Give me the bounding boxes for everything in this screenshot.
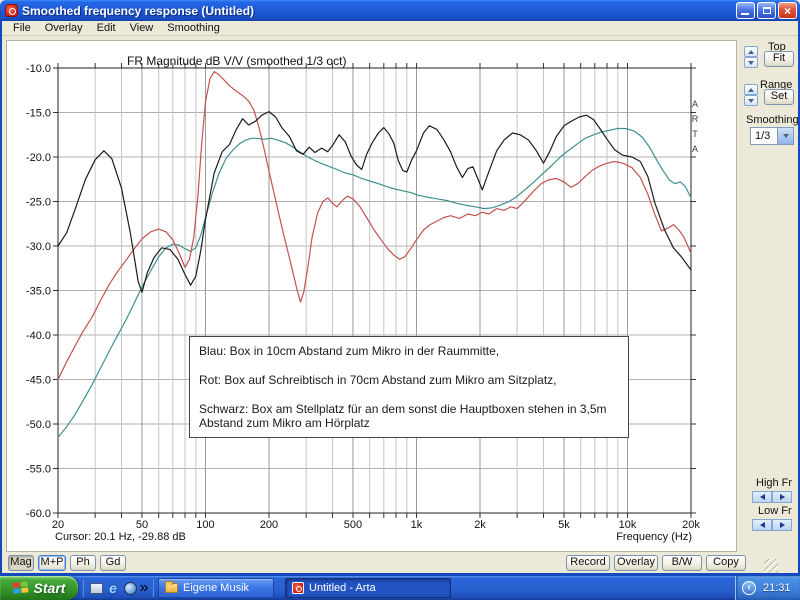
hide-icons-chevron[interactable]: ‹ — [742, 581, 756, 595]
range-label: Range — [760, 79, 793, 91]
svg-text:-40.0: -40.0 — [26, 330, 51, 342]
show-desktop-icon[interactable] — [88, 580, 104, 596]
menu-overlay[interactable]: Overlay — [44, 22, 83, 34]
smoothing-value: 1/3 — [755, 130, 771, 142]
arta-app-icon — [5, 4, 18, 17]
globe-icon[interactable] — [122, 580, 138, 596]
svg-text:-25.0: -25.0 — [26, 197, 51, 209]
low-fr-left-arrow-icon[interactable] — [752, 519, 772, 531]
bw-button[interactable]: B/W — [662, 555, 702, 571]
fit-button[interactable]: Fit — [764, 51, 794, 67]
x-axis-label: Frequency (Hz) — [616, 531, 692, 543]
svg-text:-30.0: -30.0 — [26, 241, 51, 253]
annotation-line-blau: Blau: Box in 10cm Abstand zum Mikro in d… — [199, 344, 500, 358]
taskbar-clock[interactable]: 21:31 — [763, 582, 791, 594]
svg-text:50: 50 — [136, 519, 148, 531]
task-button-eigene-musik[interactable]: Eigene Musik — [158, 578, 274, 598]
low-fr-control — [752, 519, 792, 531]
high-fr-right-arrow-icon[interactable] — [772, 491, 792, 503]
title-bar[interactable]: Smoothed frequency response (Untitled) × — [0, 0, 800, 21]
arta-task-icon — [292, 582, 304, 594]
svg-text:-55.0: -55.0 — [26, 464, 51, 476]
chart-title: FR Magnitude dB V/V (smoothed 1/3 oct) — [127, 54, 347, 68]
folder-icon — [165, 581, 178, 593]
set-button[interactable]: Set — [764, 89, 794, 105]
menu-file[interactable]: File — [13, 22, 31, 34]
ph-button[interactable]: Ph — [70, 555, 96, 571]
gd-button[interactable]: Gd — [100, 555, 126, 571]
record-button[interactable]: Record — [566, 555, 610, 571]
range-spin-down-icon[interactable] — [744, 95, 758, 106]
taskbar-separator — [82, 579, 84, 597]
range-spin-up-icon[interactable] — [744, 84, 758, 95]
client-area: FR Magnitude dB V/V (smoothed 1/3 oct) 2… — [0, 36, 800, 576]
taskbar: Start e » Eigene Musik Untitled - Arta ‹… — [0, 576, 800, 600]
internet-explorer-icon[interactable]: e — [109, 580, 117, 596]
top-spin-up-icon[interactable] — [744, 46, 758, 57]
svg-text:1k: 1k — [411, 519, 423, 531]
annotation-box: Blau: Box in 10cm Abstand zum Mikro in d… — [189, 336, 629, 438]
top-spinner — [744, 46, 758, 68]
cursor-readout: Cursor: 20.1 Hz, -29.88 dB — [55, 531, 186, 543]
range-spinner — [744, 84, 758, 106]
svg-text:-15.0: -15.0 — [26, 108, 51, 120]
menu-view[interactable]: View — [129, 22, 154, 34]
close-button[interactable]: × — [778, 2, 797, 19]
top-spin-down-icon[interactable] — [744, 57, 758, 68]
start-label: Start — [33, 580, 66, 596]
menu-smoothing[interactable]: Smoothing — [167, 22, 220, 34]
annotation-line-schwarz: Schwarz: Box am Stellplatz für an dem so… — [199, 402, 607, 430]
svg-text:-10.0: -10.0 — [26, 63, 51, 75]
task-button-untitled-arta[interactable]: Untitled - Arta — [285, 578, 451, 598]
svg-text:-35.0: -35.0 — [26, 286, 51, 298]
copy-button[interactable]: Copy — [706, 555, 746, 571]
svg-text:-45.0: -45.0 — [26, 375, 51, 387]
svg-text:20k: 20k — [682, 519, 700, 531]
window-title: Smoothed frequency response (Untitled) — [22, 3, 255, 18]
svg-text:2k: 2k — [474, 519, 486, 531]
chevron-down-icon[interactable] — [777, 128, 793, 144]
mp-button[interactable]: M+P — [38, 555, 66, 571]
low-fr-label: Low Fr — [758, 505, 792, 517]
menu-edit[interactable]: Edit — [96, 22, 116, 34]
svg-text:20: 20 — [52, 519, 64, 531]
arta-watermark: A R T A — [691, 99, 699, 154]
resize-grip[interactable] — [764, 559, 778, 573]
minimize-button[interactable] — [736, 2, 755, 19]
svg-text:-60.0: -60.0 — [26, 508, 51, 520]
svg-text:200: 200 — [260, 519, 278, 531]
svg-text:100: 100 — [196, 519, 214, 531]
quick-launch-expand-chevron[interactable]: » — [139, 579, 149, 596]
restore-button[interactable] — [757, 2, 776, 19]
system-tray: ‹ 21:31 — [735, 576, 800, 600]
annotation-line-rot: Rot: Box auf Schreibtisch in 70cm Abstan… — [199, 373, 557, 387]
svg-text:-50.0: -50.0 — [26, 419, 51, 431]
frequency-response-plot[interactable]: 20 50 100 200 500 1k 2k 5k 10k 20k -10.0 -15.0 -20.0… — [7, 41, 738, 553]
menu-bar: File Overlay Edit View Smoothing — [0, 21, 800, 36]
high-fr-label: High Fr — [756, 477, 793, 489]
overlay-button[interactable]: Overlay — [614, 555, 658, 571]
high-fr-left-arrow-icon[interactable] — [752, 491, 772, 503]
start-button[interactable]: Start — [0, 576, 78, 600]
top-label: Top — [768, 41, 786, 53]
svg-text:5k: 5k — [558, 519, 570, 531]
task-label: Untitled - Arta — [309, 582, 376, 594]
high-fr-control — [752, 491, 792, 503]
task-label: Eigene Musik — [183, 582, 250, 594]
smoothing-label: Smoothing — [746, 114, 799, 126]
svg-text:10k: 10k — [619, 519, 637, 531]
low-fr-right-arrow-icon[interactable] — [772, 519, 792, 531]
chart-area: FR Magnitude dB V/V (smoothed 1/3 oct) 2… — [6, 40, 737, 552]
taskbar-separator — [152, 579, 154, 597]
svg-text:-20.0: -20.0 — [26, 152, 51, 164]
smoothing-dropdown[interactable]: 1/3 — [750, 127, 794, 145]
svg-text:500: 500 — [344, 519, 362, 531]
mag-button[interactable]: Mag — [8, 555, 34, 571]
windows-flag-icon — [11, 580, 30, 596]
